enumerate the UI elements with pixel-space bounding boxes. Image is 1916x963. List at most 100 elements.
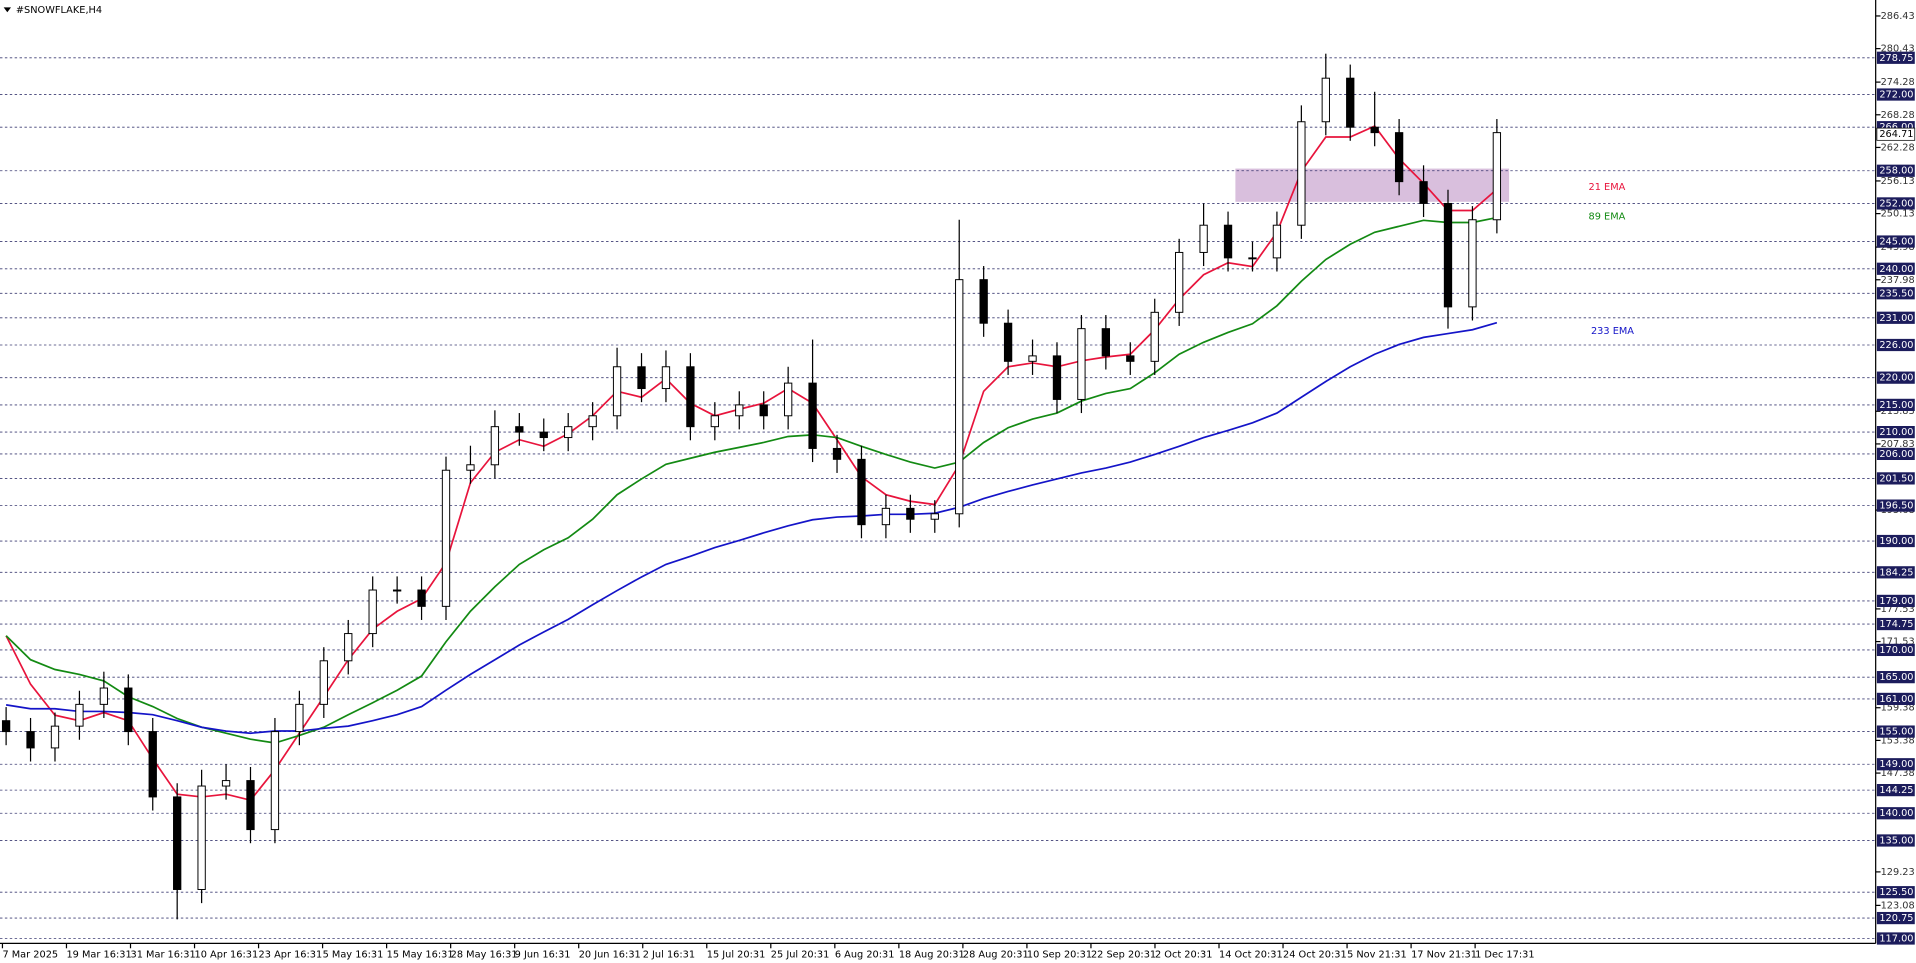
y-tick-label: 274.28 — [1881, 77, 1915, 88]
candle-body — [490, 426, 500, 466]
candle-body — [221, 780, 231, 787]
candle-body — [1150, 311, 1159, 362]
y-tick-label: 171.53 — [1881, 637, 1915, 648]
level-label-box — [1876, 235, 1915, 248]
level-label-box — [1876, 725, 1915, 738]
candle-body — [1101, 328, 1111, 357]
x-tick-label: 18 Aug 20:31 — [899, 949, 965, 960]
candle-body — [319, 660, 328, 705]
y-tick-label: 213.83 — [1881, 406, 1915, 417]
candle-body — [1028, 355, 1037, 362]
candle-body — [1223, 224, 1233, 259]
x-tick-label: 20 Jun 16:31 — [579, 949, 641, 960]
candle-body — [1272, 224, 1282, 259]
candle-body — [759, 404, 768, 417]
x-tick-label: 5 Nov 21:31 — [1347, 949, 1407, 960]
candle-body — [344, 633, 353, 662]
level-label-box — [1876, 834, 1915, 847]
candle-body — [979, 279, 988, 324]
level-label-box — [1876, 311, 1915, 324]
candle-body — [832, 447, 842, 460]
candle-body — [710, 415, 719, 428]
candle-body — [808, 382, 817, 449]
level-label-box — [1876, 807, 1915, 820]
candle-body — [1199, 224, 1208, 253]
level-label: 140.00 — [1879, 808, 1913, 819]
candle-body — [783, 382, 793, 417]
level-label: 240.00 — [1879, 264, 1913, 275]
candle-body — [1419, 181, 1428, 204]
level-label-box — [1876, 371, 1915, 384]
x-tick-label: 23 Apr 16:31 — [259, 949, 323, 960]
level-label: 252.00 — [1879, 198, 1913, 209]
last-price-label: 264.71 — [1879, 129, 1913, 140]
level-label-box — [1876, 88, 1915, 101]
level-label: 220.00 — [1879, 373, 1913, 384]
candle-body — [1346, 77, 1355, 128]
candle-body — [466, 464, 475, 471]
candle-body — [686, 366, 695, 428]
y-tick-label: 262.28 — [1881, 142, 1915, 153]
candle-body — [26, 731, 35, 749]
x-tick-label: 22 Sep 20:31 — [1091, 949, 1156, 960]
level-label-box — [1876, 886, 1915, 899]
level-label: 272.00 — [1879, 90, 1913, 101]
level-label: 215.00 — [1879, 400, 1913, 411]
y-tick-label: 268.28 — [1881, 110, 1915, 121]
level-label-box — [1876, 398, 1915, 411]
level-label: 165.00 — [1879, 672, 1913, 683]
candle-body — [295, 703, 304, 733]
level-label: 184.25 — [1879, 567, 1913, 578]
x-tick-label: 17 Nov 21:31 — [1411, 949, 1477, 960]
candle-body — [1003, 322, 1013, 362]
level-label: 190.00 — [1879, 536, 1913, 547]
candle-body — [197, 785, 206, 890]
level-label: 226.00 — [1879, 340, 1913, 351]
candle-body — [1077, 328, 1086, 400]
candle-body — [1468, 219, 1477, 308]
y-tick-label: 147.38 — [1881, 768, 1915, 779]
candle-body — [392, 589, 402, 592]
candle-body — [661, 366, 671, 390]
level-label-box — [1876, 338, 1915, 352]
zone-layer — [1235, 168, 1510, 202]
level-label-box — [1876, 287, 1915, 300]
candle-body — [441, 469, 451, 607]
level-label: 174.75 — [1879, 619, 1913, 630]
level-label: 179.00 — [1879, 596, 1913, 607]
candle-body — [1370, 126, 1379, 134]
level-label-box — [1876, 51, 1915, 64]
candle-body — [588, 415, 597, 428]
level-label: 144.25 — [1879, 785, 1913, 796]
x-tick-label: 1 Dec 17:31 — [1475, 949, 1534, 960]
y-tick-label: 177.53 — [1881, 604, 1915, 615]
x-tick-label: 5 May 16:31 — [323, 949, 384, 960]
x-tick-label: 31 Mar 16:31 — [131, 949, 196, 960]
candle-body — [368, 589, 377, 635]
y-tick-label: 280.43 — [1881, 44, 1915, 55]
level-label-box — [1876, 784, 1915, 797]
candle-body — [612, 366, 622, 417]
level-label-box — [1876, 197, 1915, 210]
level-label: 161.00 — [1879, 694, 1913, 705]
level-label-box — [1876, 262, 1915, 275]
candle-body — [50, 725, 60, 749]
candle-body — [1126, 355, 1135, 362]
y-tick-label: 256.13 — [1881, 176, 1915, 187]
x-tick-label: 10 Sep 20:31 — [1027, 949, 1092, 960]
level-label: 258.00 — [1879, 166, 1913, 177]
candle-body — [1394, 132, 1404, 183]
level-label-box — [1876, 472, 1915, 485]
level-label: 266.00 — [1879, 122, 1913, 133]
level-label-box — [1876, 617, 1915, 631]
title-arrow — [3, 7, 11, 13]
x-tick-label: 10 Apr 16:31 — [195, 949, 259, 960]
level-label-box — [1876, 911, 1915, 925]
level-label: 170.00 — [1879, 645, 1913, 656]
candle-body — [906, 507, 915, 520]
y-tick-label: 159.38 — [1881, 703, 1915, 714]
x-tick-label: 28 May 16:31 — [451, 949, 518, 960]
x-tick-label: 2 Oct 20:31 — [1155, 949, 1212, 960]
candle-body — [735, 404, 744, 417]
